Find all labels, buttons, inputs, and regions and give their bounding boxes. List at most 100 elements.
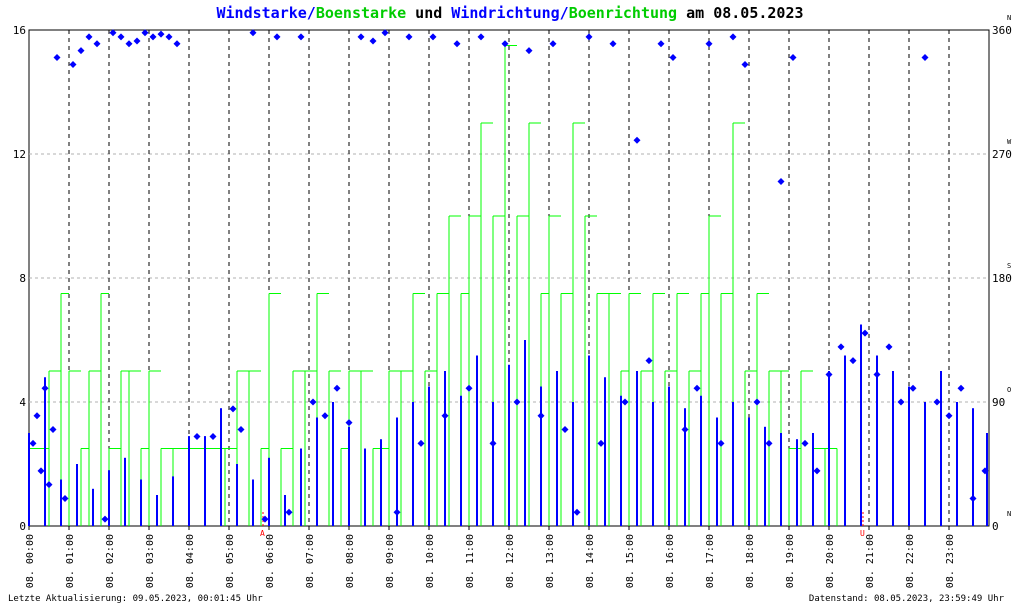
direction-point [37,467,45,475]
right-tick-letter: O [1007,386,1011,394]
direction-point [585,33,593,41]
direction-point [573,508,581,516]
direction-point [333,384,341,392]
direction-point [285,508,293,516]
direction-point [645,357,653,365]
direction-point [885,343,893,351]
x-tick-label: 08. 19:00 [785,534,796,588]
x-tick-label: 08. 23:00 [945,534,956,588]
direction-point [753,398,761,406]
direction-point [141,29,149,37]
x-tick-label: 08. 07:00 [305,534,316,588]
direction-point [477,33,485,41]
direction-point [117,33,125,41]
left-tick-label: 0 [19,520,26,533]
chart-title: Windstarke/Boenstarke und Windrichtung/B… [0,4,1020,22]
title-windstarke: Windstarke [216,4,307,22]
left-tick-label: 4 [19,396,26,409]
direction-point [297,33,305,41]
x-tick-label: 08. 06:00 [265,534,276,588]
x-tick-label: 08. 05:00 [225,534,236,588]
x-tick-label: 08. 00:00 [25,534,36,588]
direction-point [237,426,245,434]
direction-point [609,40,617,48]
x-tick-label: 08. 18:00 [745,534,756,588]
direction-point [777,178,785,186]
x-tick-label: 08. 15:00 [625,534,636,588]
direction-point [621,398,629,406]
x-tick-label: 08. 16:00 [665,534,676,588]
title-sep1: / [306,4,316,22]
x-tick-label: 08. 11:00 [465,534,476,588]
direction-point [897,398,905,406]
direction-point [501,40,509,48]
direction-point [441,412,449,420]
direction-point [173,40,181,48]
direction-point [669,54,677,62]
direction-point [561,426,569,434]
direction-point [801,439,809,447]
direction-point [741,60,749,68]
direction-point [273,33,281,41]
direction-point [429,33,437,41]
direction-point [597,439,605,447]
x-tick-label: 08. 13:00 [545,534,556,588]
direction-point [957,384,965,392]
direction-point [321,412,329,420]
left-tick-label: 16 [13,24,26,37]
right-tick-letter: N [1007,14,1011,22]
direction-point [93,40,101,48]
left-tick-label: 8 [19,272,26,285]
direction-point [981,467,989,475]
direction-point [33,412,41,420]
title-date: am 08.05.2023 [677,4,804,22]
direction-point [193,432,201,440]
x-tick-label: 08. 14:00 [585,534,596,588]
x-tick-label: 08. 12:00 [505,534,516,588]
direction-point [69,60,77,68]
x-tick-label: 08. 22:00 [905,534,916,588]
direction-point [657,40,665,48]
direction-point [41,384,49,392]
direction-point [861,329,869,337]
direction-point [49,426,57,434]
right-tick-letter: N [1007,510,1011,518]
direction-point [261,515,269,523]
direction-point [765,439,773,447]
title-mid: und [406,4,452,22]
x-tick-label: 08. 01:00 [65,534,76,588]
direction-point [873,370,881,378]
direction-point [681,426,689,434]
direction-point [705,40,713,48]
direction-point [229,405,237,413]
direction-point [489,439,497,447]
right-tick-label: 90 [992,396,1005,409]
direction-point [513,398,521,406]
direction-point [849,357,857,365]
direction-point [453,40,461,48]
direction-point [309,398,317,406]
x-tick-label: 08. 09:00 [385,534,396,588]
direction-point [549,40,557,48]
direction-point [45,481,53,489]
direction-point [133,37,141,45]
direction-point [717,439,725,447]
direction-point [53,54,61,62]
direction-point [209,432,217,440]
direction-point [61,494,69,502]
direction-point [825,370,833,378]
direction-point [345,419,353,427]
x-tick-label: 08. 20:00 [825,534,836,588]
event-marker-label: A [260,529,265,538]
footer-data-status: Datenstand: 08.05.2023, 23:59:49 Uhr [808,594,1004,604]
left-tick-label: 12 [13,148,26,161]
direction-point [525,47,533,55]
direction-point [77,47,85,55]
x-tick-label: 08. 17:00 [705,534,716,588]
right-tick-label: 360 [992,24,1012,37]
right-tick-letter: W [1007,138,1012,146]
direction-point [729,33,737,41]
x-tick-label: 08. 04:00 [185,534,196,588]
direction-point [85,33,93,41]
